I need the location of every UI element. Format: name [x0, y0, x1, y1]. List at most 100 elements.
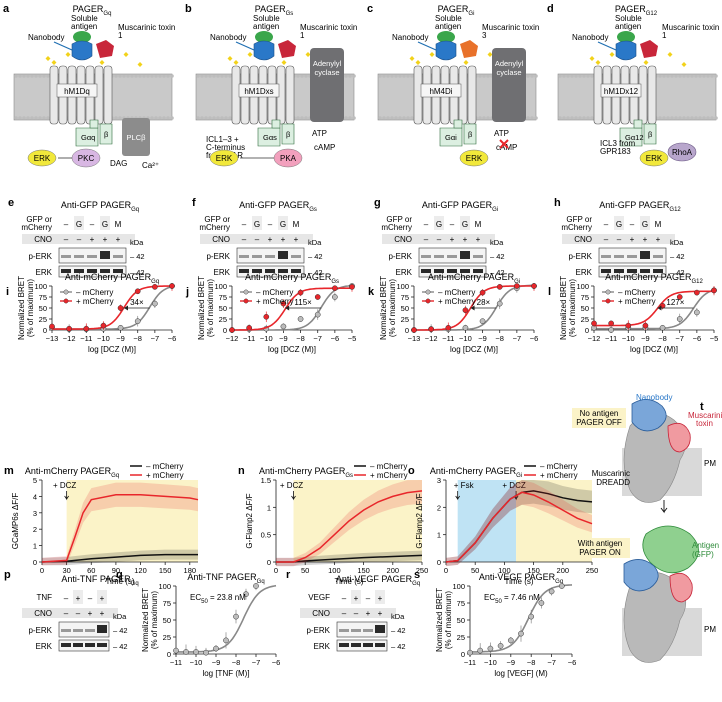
- lipid-head: [714, 74, 718, 78]
- data-point: [134, 288, 141, 295]
- blot-col-label: +: [643, 235, 648, 244]
- g-beta-label: β: [286, 130, 291, 139]
- lipid-head: [46, 74, 50, 78]
- blot-row-label: CNO: [312, 609, 330, 618]
- lipid-head: [224, 116, 228, 120]
- lipid-head: [666, 74, 670, 78]
- data-point: [676, 316, 683, 322]
- lipid-head: [38, 116, 42, 120]
- lipid-head: [678, 74, 682, 78]
- lipid-head: [166, 116, 170, 120]
- antigen-shape: [617, 31, 635, 43]
- band-perk: [375, 625, 385, 633]
- g-gamma-shape: [633, 119, 643, 129]
- data-point: [445, 324, 452, 331]
- band-perk: [113, 255, 123, 258]
- antigen-t-label: (GFP): [692, 550, 714, 559]
- x-tick-label: −13: [408, 334, 421, 343]
- y-tick-label: 100: [158, 582, 171, 591]
- toxin-shape: [669, 572, 693, 603]
- label-subscript: Gq: [555, 579, 563, 585]
- blot-col-label: –: [342, 609, 347, 618]
- data-point: [332, 285, 338, 292]
- erk-label: ERK: [34, 154, 51, 163]
- x-tick-label: −12: [425, 334, 438, 343]
- lipid-head: [582, 74, 586, 78]
- data-point: [349, 284, 355, 290]
- lipid-head: [382, 74, 386, 78]
- lipid-head: [344, 74, 348, 78]
- x-tick-label: −10: [260, 334, 273, 343]
- x-tick-label: −6: [331, 334, 340, 343]
- toxin-label: Muscarinic: [688, 411, 722, 420]
- lipid-head: [590, 74, 594, 78]
- x-tick-label: 120: [134, 566, 147, 575]
- band-perk: [434, 255, 444, 258]
- label-main: Anti-mCherry PAGER: [430, 466, 517, 476]
- label-main: Anti-VEGF PAGER: [479, 572, 556, 582]
- blot-row-label: CNO: [34, 609, 52, 618]
- blot-col-label: +: [268, 235, 273, 244]
- y-tick-label: 50: [219, 304, 227, 313]
- label-main: Anti-GFP PAGER: [61, 200, 132, 210]
- band-label: p-ERK: [306, 626, 330, 635]
- lipid-head: [348, 74, 352, 78]
- x-tick-label: −9: [116, 334, 125, 343]
- fold-arrowhead: [285, 305, 290, 311]
- lipid-head: [670, 116, 674, 120]
- lipid-head: [212, 74, 216, 78]
- x-axis-label: log [DCZ (M)]: [268, 345, 316, 354]
- x-tick-label: −11: [243, 334, 255, 343]
- toxin-label: 1: [662, 31, 667, 40]
- x-tick-label: −6: [693, 334, 702, 343]
- effector-shape: [310, 48, 344, 122]
- lipid-head: [22, 74, 26, 78]
- y-tick-label: 25: [457, 633, 465, 642]
- label-main: Anti-mCherry PAGER: [428, 272, 515, 282]
- lipid-head: [690, 116, 694, 120]
- stim-label: + DCZ: [53, 481, 76, 490]
- toxin-label: toxin: [696, 419, 713, 428]
- blot-col-label: –: [268, 220, 273, 229]
- effector-shape: [667, 142, 697, 162]
- blot-col-label: –: [242, 235, 247, 244]
- data-point: [538, 600, 545, 606]
- chart-title: Anti-mCherry PAGERGs: [245, 272, 339, 285]
- x-tick-label: 250: [416, 566, 429, 575]
- blot-col-label: M: [655, 220, 662, 229]
- g-gamma-shape: [271, 119, 281, 129]
- blot-col-label: –: [354, 609, 359, 618]
- x-tick-label: 180: [184, 566, 197, 575]
- nanobody-label: Nanobody: [572, 33, 608, 42]
- ec50-value: = 7.46 nM: [502, 593, 540, 602]
- blot-col-label: +: [378, 594, 383, 603]
- blot-col-label: +: [76, 594, 81, 603]
- blot-col-label: +: [281, 235, 286, 244]
- ligand-diamond: [123, 52, 129, 57]
- y-axis-label: Normalized BRET: [197, 276, 206, 340]
- pm-label: PM: [704, 625, 716, 634]
- column-shade: [640, 216, 650, 230]
- legend-marker: [243, 289, 249, 295]
- x-tick-label: −8: [296, 334, 305, 343]
- nanobody-shape: [631, 399, 667, 432]
- g-beta-label: β: [468, 130, 473, 139]
- x-tick-label: −8: [232, 658, 241, 667]
- blot-col-label: –: [64, 235, 69, 244]
- g-alpha-label: Gαq: [81, 133, 95, 142]
- lipid-head: [486, 74, 490, 78]
- chart-s: −11 −10 −9 −8 −7 −6 0 25 50 75 100 log [VEGF] (M) No…: [435, 572, 576, 678]
- lipid-head: [118, 74, 122, 78]
- blot-col-label: +: [100, 594, 105, 603]
- sem-band: [276, 480, 422, 567]
- lipid-head: [562, 116, 566, 120]
- lipid-head: [582, 116, 586, 120]
- chart-n: 0 50 100 150 200 250 0 0.5 1 1.5 Time (s) G-Flamp2 …: [245, 462, 428, 586]
- data-point: [608, 327, 614, 333]
- panel-letter-t: t: [700, 401, 704, 413]
- panel-letter-l: l: [548, 286, 551, 298]
- x-tick-label: −7: [547, 658, 556, 667]
- blot-col-label: +: [90, 235, 95, 244]
- y-tick-label: 50: [401, 304, 409, 313]
